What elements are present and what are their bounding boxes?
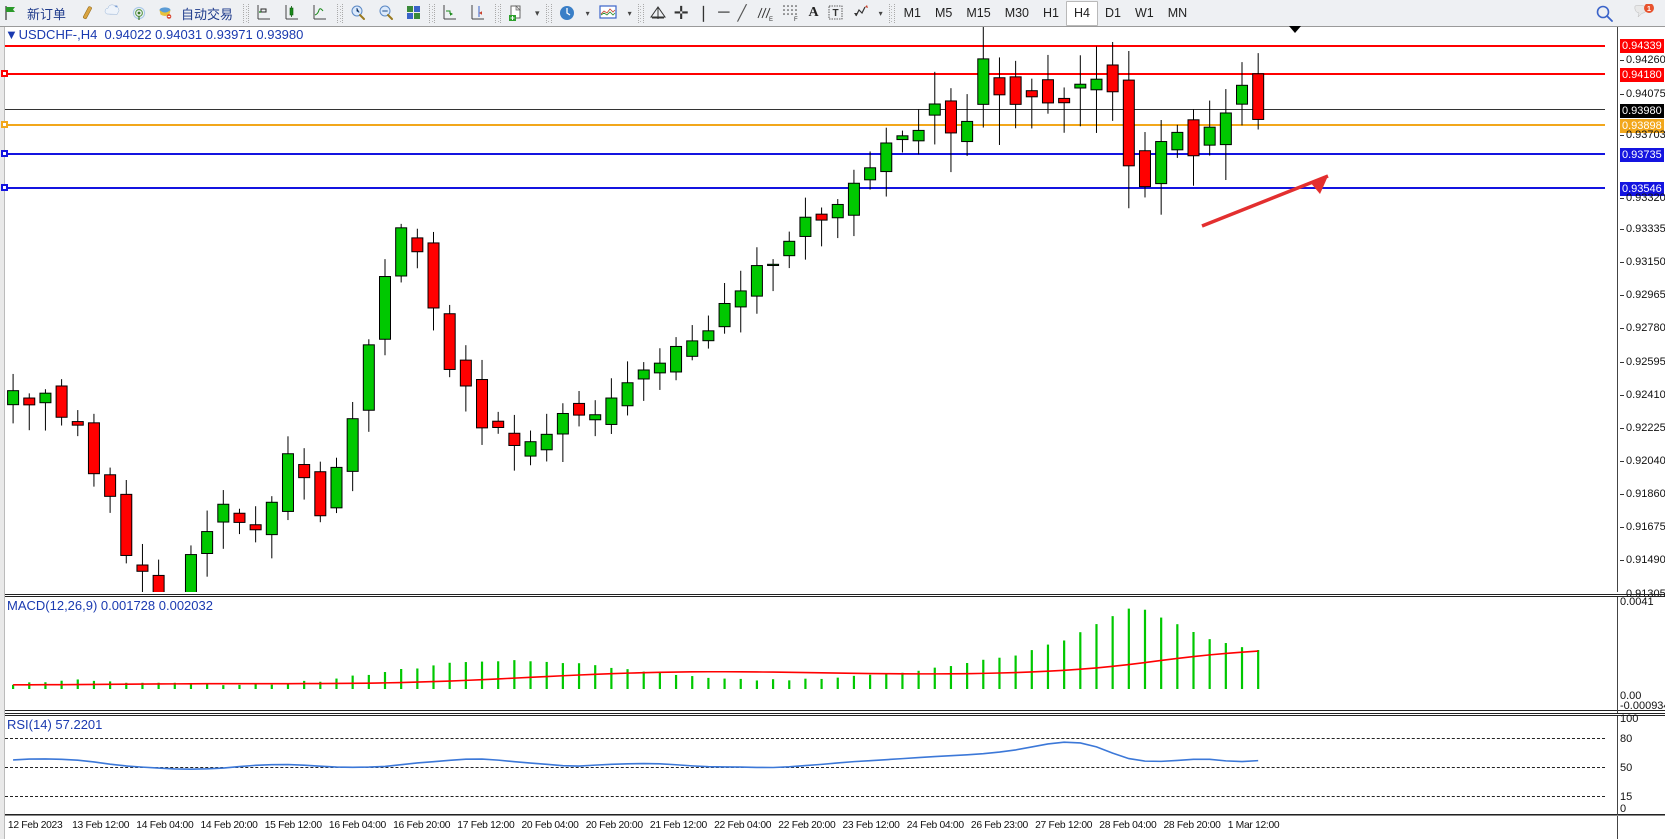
svg-text:F: F: [794, 17, 798, 22]
svg-text:E: E: [769, 17, 773, 22]
svg-text:T: T: [832, 8, 838, 19]
svg-text:1: 1: [1647, 4, 1651, 13]
